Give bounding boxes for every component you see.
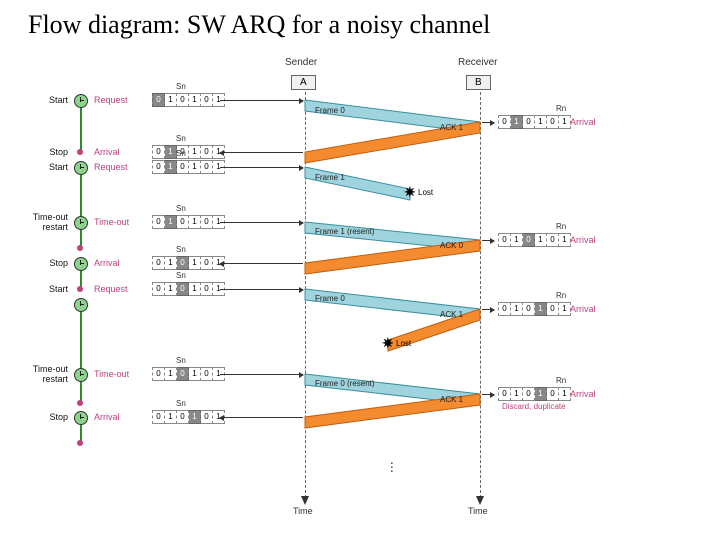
frame-label-3: Frame 1 (resent) [315,227,375,236]
frame-label-5: Frame 0 [315,294,345,303]
ellipsis-dots: · · · [390,460,395,472]
ack-band-8 [0,0,720,540]
ack-label-4: ACK 0 [440,241,463,250]
frame-label-2: Frame 1 [315,173,345,182]
ack-label-1: ACK 1 [440,123,463,132]
frame-label-7: Frame 0 (resent) [315,379,375,388]
ack-label-8: ACK 1 [440,395,463,404]
ack-label-6: ACK 1 [440,310,463,319]
frame-label-0: Frame 0 [315,106,345,115]
